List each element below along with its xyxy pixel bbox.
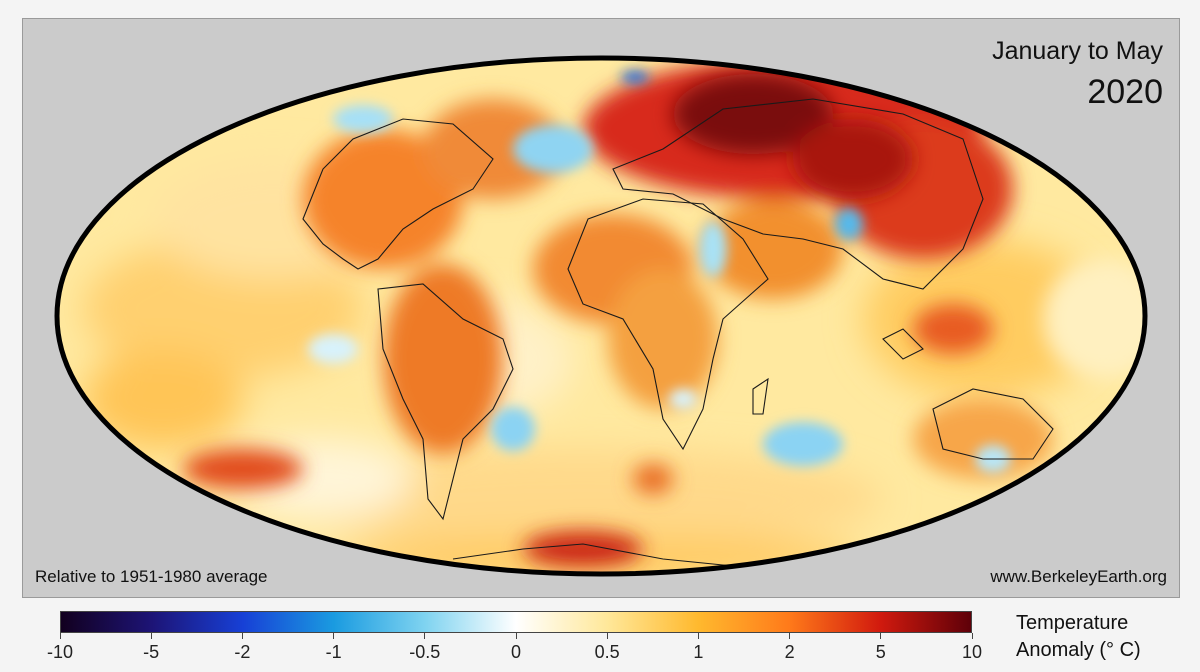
colorbar-tick: [697, 633, 699, 639]
colorbar-tick: [59, 633, 61, 639]
colorbar-tick-label: 1: [693, 642, 704, 662]
globe-outline: [54, 55, 1148, 577]
map-panel: January to May 2020 Relative to 1951-198…: [22, 18, 1180, 598]
colorbar-tick-label: -5: [143, 642, 160, 662]
colorbar-tick-label: 0.5: [594, 642, 620, 662]
colorbar-tick: [971, 633, 973, 639]
colorbar-tick-label: 5: [875, 642, 886, 662]
colorbar-tick-label: 0: [510, 642, 522, 662]
colorbar-tick: [515, 633, 517, 639]
source-url: www.BerkeleyEarth.org: [990, 567, 1167, 586]
baseline-note: Relative to 1951-1980 average: [35, 567, 268, 586]
colorbar-tick: [333, 633, 335, 639]
colorbar-tick-label: 2: [784, 642, 795, 662]
colorbar-tick-label: -10: [46, 642, 74, 662]
colorbar-tick: [880, 633, 882, 639]
colorbar-tick-label: 10: [961, 642, 983, 662]
colorbar-tick-label: -0.5: [409, 642, 441, 662]
colorbar: [60, 611, 972, 633]
colorbar-tick: [241, 633, 243, 639]
colorbar-tick: [424, 633, 426, 639]
colorbar-tick: [150, 633, 152, 639]
colorbar-tick: [789, 633, 791, 639]
map-year-title: 2020: [1087, 73, 1163, 111]
temperature-anomaly-map: [54, 55, 1148, 577]
legend-title: Temperature Anomaly (° C): [1016, 610, 1141, 664]
legend-title-line2: Anomaly (° C): [1016, 639, 1141, 661]
anomaly-field: [57, 58, 1145, 574]
legend-title-line1: Temperature: [1016, 612, 1129, 634]
colorbar-tick: [606, 633, 608, 639]
colorbar-tick-label: -2: [234, 642, 251, 662]
map-period-title: January to May: [992, 37, 1163, 65]
colorbar-tick-label: -1: [325, 642, 342, 662]
